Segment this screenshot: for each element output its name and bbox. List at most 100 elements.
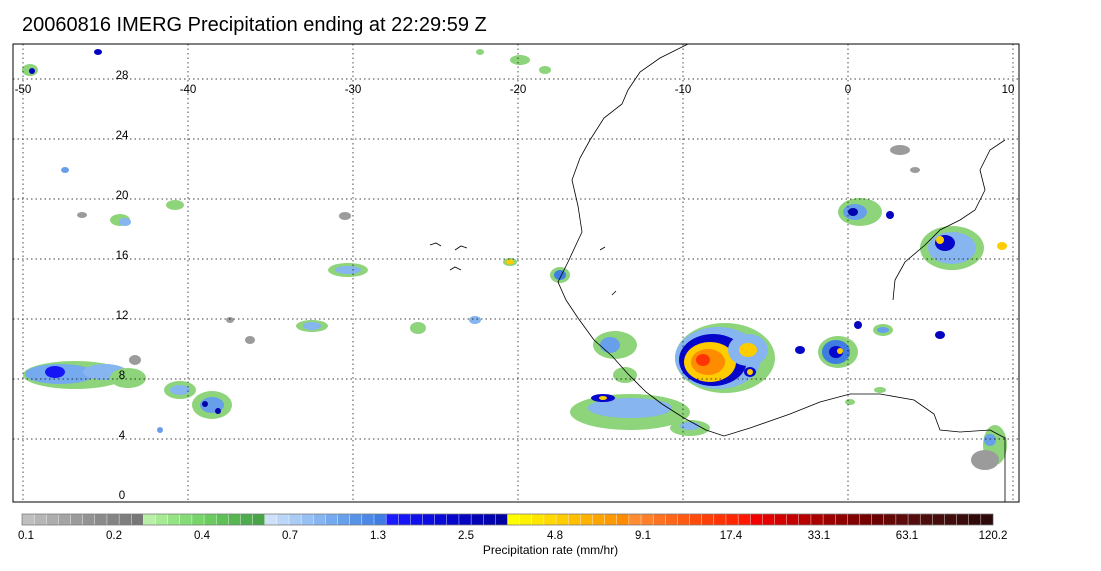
lon-tick-label: -20 (510, 84, 527, 96)
map-title: 20060816 IMERG Precipitation ending at 2… (22, 14, 487, 36)
colorbar-swatch (106, 513, 120, 526)
colorbar-swatch (33, 513, 47, 526)
colorbar-swatch (70, 513, 84, 526)
colorbar-title: Precipitation rate (mm/hr) (482, 543, 619, 557)
colorbar-swatch (713, 513, 727, 526)
colorbar-swatch (895, 513, 909, 526)
colorbar-swatch (398, 513, 411, 526)
colorbar-label: 4.8 (547, 530, 563, 542)
colorbar-swatch (616, 513, 630, 526)
lat-tick-labels: 28 24 20 16 12 8 4 0 (116, 70, 129, 502)
colorbar-swatch (313, 513, 326, 526)
colorbar-swatch (82, 513, 96, 526)
colorbar-swatch (46, 513, 59, 526)
colorbar-swatch (58, 513, 72, 526)
colorbar-swatch (944, 513, 958, 526)
colorbar-swatch (980, 513, 994, 526)
colorbar-swatch (835, 513, 848, 526)
colorbar-swatch (483, 513, 496, 526)
colorbar-swatch (300, 513, 314, 526)
colorbar-swatch (240, 513, 254, 526)
colorbar-swatch (580, 513, 593, 526)
lon-tick-label: 0 (845, 84, 851, 96)
colorbar-swatch (458, 513, 472, 526)
colorbar-swatch (410, 513, 424, 526)
lon-tick-label: -30 (345, 84, 362, 96)
colorbar-swatch (652, 513, 666, 526)
colorbar-swatch (228, 513, 241, 526)
colorbar-swatch (640, 513, 654, 526)
colorbar-swatch (118, 513, 132, 526)
colorbar-swatch (665, 513, 678, 526)
colorbar-swatch (470, 513, 484, 526)
colorbar-swatch (774, 513, 788, 526)
colorbar-label: 33.1 (807, 530, 831, 542)
colorbar-swatch (495, 513, 508, 526)
colorbar-swatch (689, 513, 703, 526)
precipitation-field (22, 49, 1007, 470)
colorbar-swatch (276, 513, 290, 526)
colorbar-swatch (737, 513, 751, 526)
colorbar (21, 513, 994, 526)
colorbar-swatch (446, 513, 460, 526)
colorbar-swatch (555, 513, 569, 526)
colorbar-swatch (798, 513, 812, 526)
colorbar-swatch (701, 513, 715, 526)
colorbar-swatch (167, 513, 181, 526)
colorbar-swatch (252, 513, 266, 526)
lon-tick-label: 10 (1002, 84, 1015, 96)
colorbar-swatch (179, 513, 193, 526)
colorbar-swatch (21, 513, 35, 526)
colorbar-swatch (822, 513, 836, 526)
map-frame (12, 43, 1020, 503)
lon-tick-label: -10 (675, 84, 692, 96)
colorbar-swatch (628, 513, 642, 526)
colorbar-swatch (422, 513, 436, 526)
colorbar-swatch (385, 513, 399, 526)
lat-tick-label: 24 (116, 130, 129, 142)
colorbar-label: 0.1 (18, 530, 34, 542)
colorbar-swatch (919, 513, 933, 526)
colorbar-swatch (288, 513, 302, 526)
colorbar-swatch (750, 513, 763, 526)
lat-tick-label: 28 (116, 70, 129, 82)
colorbar-swatch (859, 513, 873, 526)
lat-tick-label: 20 (116, 190, 129, 202)
colorbar-swatch (762, 513, 776, 526)
colorbar-label: 9.1 (635, 530, 651, 542)
colorbar-swatch (191, 513, 205, 526)
lon-tick-label: -40 (180, 84, 197, 96)
lat-tick-label: 8 (119, 370, 125, 382)
colorbar-swatch (871, 513, 885, 526)
colorbar-frame (21, 513, 994, 526)
colorbar-swatch (725, 513, 739, 526)
colorbar-swatch (810, 513, 824, 526)
colorbar-swatch (264, 513, 278, 526)
colorbar-swatch (325, 513, 339, 526)
colorbar-swatch (155, 513, 169, 526)
colorbar-swatch (215, 513, 229, 526)
colorbar-label: 0.4 (194, 530, 210, 542)
colorbar-swatch (956, 513, 970, 526)
colorbar-swatch (203, 513, 217, 526)
colorbar-swatch (907, 513, 921, 526)
colorbar-swatch (373, 513, 387, 526)
colorbar-swatch (519, 513, 533, 526)
colorbar-label: 2.5 (458, 530, 474, 542)
lat-tick-label: 4 (119, 430, 126, 442)
lat-tick-label: 12 (116, 310, 129, 322)
colorbar-swatch (349, 513, 363, 526)
colorbar-label: 120.2 (978, 530, 1008, 542)
colorbar-swatch (131, 513, 144, 526)
colorbar-swatch (143, 513, 157, 526)
colorbar-swatch (592, 513, 606, 526)
colorbar-swatch (883, 513, 897, 526)
coastlines (429, 44, 1006, 502)
colorbar-swatch (543, 513, 557, 526)
colorbar-swatch (507, 513, 521, 526)
colorbar-swatch (932, 513, 945, 526)
colorbar-swatch (847, 513, 860, 526)
colorbar-swatch (434, 513, 448, 526)
colorbar-label: 63.1 (895, 530, 919, 542)
